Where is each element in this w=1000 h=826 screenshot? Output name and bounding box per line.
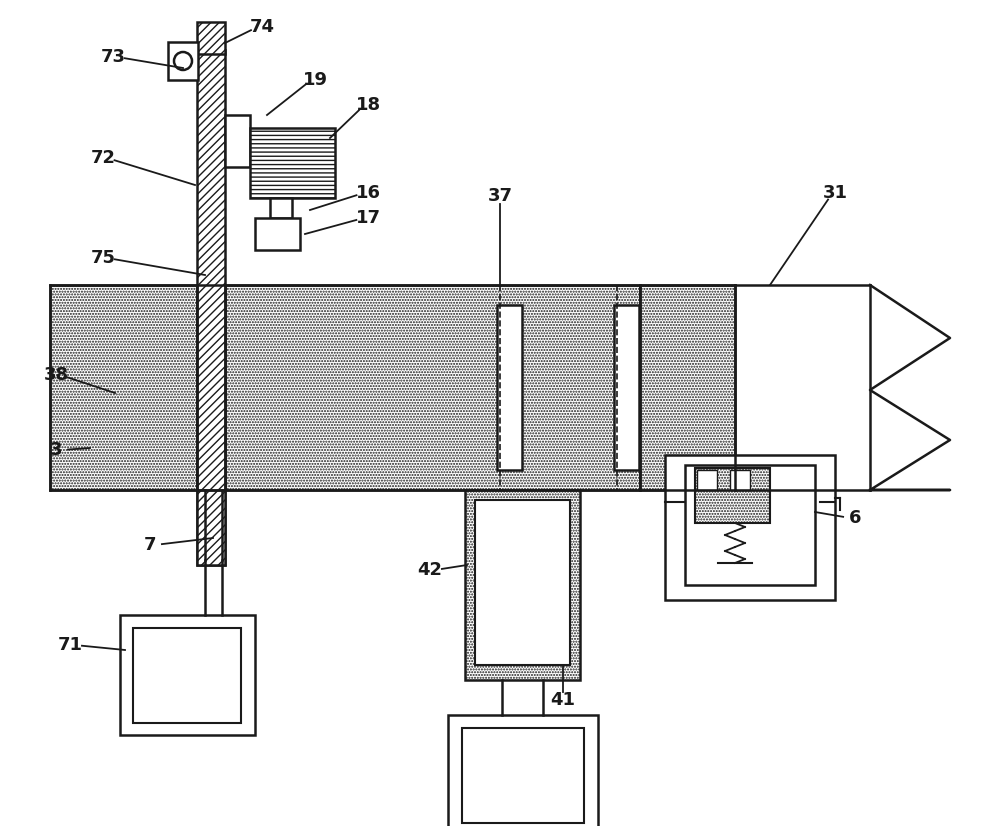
- Bar: [225, 285, 640, 490]
- Bar: [614, 305, 639, 470]
- Bar: [270, 198, 292, 218]
- Text: 31: 31: [822, 184, 848, 202]
- Text: 42: 42: [418, 561, 442, 579]
- Bar: [133, 628, 241, 723]
- Bar: [475, 500, 570, 665]
- Text: 74: 74: [250, 18, 274, 36]
- Text: 37: 37: [488, 187, 512, 205]
- Circle shape: [174, 52, 192, 70]
- Bar: [50, 285, 197, 490]
- Text: 18: 18: [355, 96, 381, 114]
- Text: 16: 16: [356, 184, 380, 202]
- Text: 72: 72: [90, 149, 116, 167]
- Text: 75: 75: [90, 249, 116, 267]
- Text: 19: 19: [302, 71, 328, 89]
- Bar: [640, 285, 735, 490]
- Bar: [197, 50, 225, 565]
- Bar: [697, 470, 717, 490]
- Bar: [255, 218, 300, 250]
- Bar: [462, 728, 584, 823]
- Text: 71: 71: [58, 636, 82, 654]
- Bar: [685, 465, 815, 585]
- Bar: [197, 22, 225, 54]
- Text: 38: 38: [43, 366, 69, 384]
- Text: 3: 3: [50, 441, 62, 459]
- Bar: [448, 715, 598, 826]
- Text: 7: 7: [144, 536, 156, 554]
- Bar: [120, 615, 255, 735]
- Bar: [250, 128, 335, 198]
- Bar: [168, 42, 198, 80]
- Bar: [730, 470, 750, 490]
- Text: 17: 17: [356, 209, 380, 227]
- Bar: [197, 490, 225, 565]
- Bar: [225, 115, 250, 167]
- Bar: [465, 490, 580, 680]
- Text: 73: 73: [100, 48, 126, 66]
- Bar: [665, 455, 835, 600]
- Text: 41: 41: [550, 691, 576, 709]
- Bar: [497, 305, 522, 470]
- Bar: [695, 468, 770, 523]
- Text: 6: 6: [849, 509, 861, 527]
